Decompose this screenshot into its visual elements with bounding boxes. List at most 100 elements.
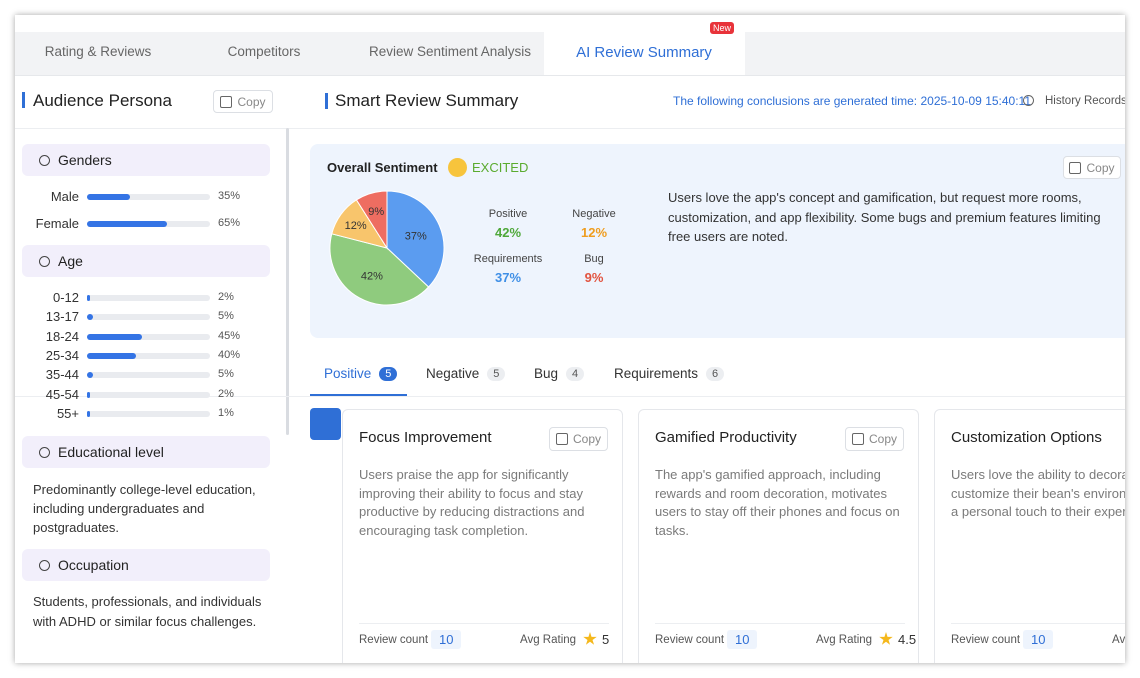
review-count-label: Review count [359, 634, 429, 646]
filter-tab[interactable]: Positive 5 [324, 366, 398, 381]
bar-label: 55+ [56, 406, 79, 421]
review-card: Gamified Productivity Copy The app's gamif… [638, 409, 919, 663]
review-count: 10 [1023, 630, 1054, 649]
bar-track [87, 411, 210, 417]
avg-rating-label: Avg Rating [1112, 634, 1125, 646]
bar-track [87, 314, 210, 321]
section-icon [39, 155, 50, 166]
bar-value: 45% [218, 329, 241, 342]
filter-count: 5 [379, 366, 398, 381]
avg-rating: 4.5 [898, 632, 917, 647]
legend-value: 42% [494, 225, 522, 240]
divider [15, 396, 1125, 397]
section-header: Genders [22, 144, 270, 176]
divider [15, 75, 1125, 76]
filter-label: Requirements [614, 366, 699, 381]
occupation-text: Students, professionals, and individuals… [33, 594, 262, 629]
scrollbar [286, 128, 289, 435]
bar-label: 13-17 [45, 309, 79, 325]
bar-label: 0-12 [52, 290, 79, 305]
slice-label: 9% [368, 206, 384, 218]
filter-count: 4 [566, 366, 585, 381]
bar-value: 5% [218, 368, 234, 381]
title-accent [325, 93, 328, 109]
active-tab[interactable] [544, 32, 745, 75]
bar-track [87, 333, 210, 340]
card-divider [655, 623, 905, 624]
copy-button[interactable]: Copy [549, 427, 608, 451]
bar-label: 35-44 [45, 367, 79, 383]
legend-value: 37% [494, 270, 522, 285]
bar [87, 333, 143, 340]
panel-title: Audience Persona [33, 91, 172, 110]
card-text: The app's gamified approach, including r… [655, 467, 900, 538]
tab[interactable]: Rating & Reviews [44, 44, 152, 59]
card-title: Focus Improvement [359, 429, 492, 446]
copy-button[interactable]: Copy [213, 90, 273, 113]
slice-label: 42% [361, 270, 383, 282]
history-icon [1023, 95, 1034, 106]
bar-label: 25-34 [45, 348, 79, 363]
legend-name: Positive [488, 208, 528, 220]
filter-tab[interactable]: Bug 4 [534, 366, 585, 381]
bar-value: 35% [218, 190, 241, 202]
review-card: Focus Improvement Copy Users praise the ap… [342, 409, 623, 663]
copy-button[interactable]: Copy [845, 427, 904, 451]
bar-track [87, 353, 210, 359]
section-title: Educational level [58, 444, 164, 460]
filter-tab[interactable]: Negative 5 [426, 366, 506, 381]
avg-rating: 5 [602, 632, 610, 647]
copy-button[interactable]: Copy [1063, 156, 1121, 179]
sentiment-description: Users love the app's concept and gamific… [668, 190, 1101, 244]
section-header: Occupation [22, 549, 270, 581]
section-title: Occupation [58, 557, 129, 573]
bar [87, 194, 131, 200]
copy-label: Copy [237, 94, 266, 109]
bar-track [87, 295, 210, 301]
tab[interactable]: Review Sentiment Analysis [368, 44, 532, 59]
card-text: Users love the ability to decorate and c… [951, 467, 1125, 520]
filter-count: 6 [706, 366, 725, 381]
bar-label: Female [35, 216, 79, 231]
bar-value: 65% [218, 217, 241, 229]
review-card: Customization Options Users love the abil… [934, 409, 1125, 663]
review-count-label: Review count [655, 634, 725, 646]
generated-time: The following conclusions are generated … [673, 94, 1032, 108]
tab[interactable]: Competitors [227, 44, 301, 59]
bar-value: 1% [218, 407, 234, 419]
active-underline [310, 394, 407, 396]
bar [87, 314, 94, 321]
slice-label: 37% [405, 231, 427, 243]
bar-label: 18-24 [45, 328, 79, 344]
bar-value: 40% [218, 349, 241, 361]
legend-name: Negative [572, 208, 616, 220]
divider [15, 128, 1125, 129]
new-badge: New [710, 22, 735, 34]
mood: EXCITED [472, 160, 529, 175]
bar-track [87, 221, 210, 227]
filter-label: Negative [426, 366, 480, 381]
education-text: Predominantly college-level education, i… [33, 482, 256, 535]
emoji [448, 158, 467, 177]
filter-count: 5 [487, 366, 506, 381]
bar [87, 295, 90, 301]
avg-rating-label: Avg Rating [520, 634, 577, 646]
summary-title: Smart Review Summary [335, 91, 519, 110]
bar [87, 372, 94, 379]
slice-label: 12% [345, 220, 367, 232]
legend-name: Bug [584, 253, 604, 265]
section-header: Educational level [22, 436, 270, 468]
history-link[interactable]: History Records [1045, 95, 1125, 107]
section-icon [39, 447, 50, 458]
star [879, 632, 893, 645]
bar-value: 2% [218, 291, 234, 303]
title-accent [22, 92, 25, 108]
card-divider [951, 623, 1125, 624]
tab[interactable]: AI Review Summary [576, 44, 712, 61]
legend-value: 12% [580, 225, 608, 240]
bar [87, 391, 90, 398]
filter-tab[interactable]: Requirements 6 [614, 366, 725, 381]
app-logo [310, 408, 341, 440]
section-icon [39, 560, 50, 571]
